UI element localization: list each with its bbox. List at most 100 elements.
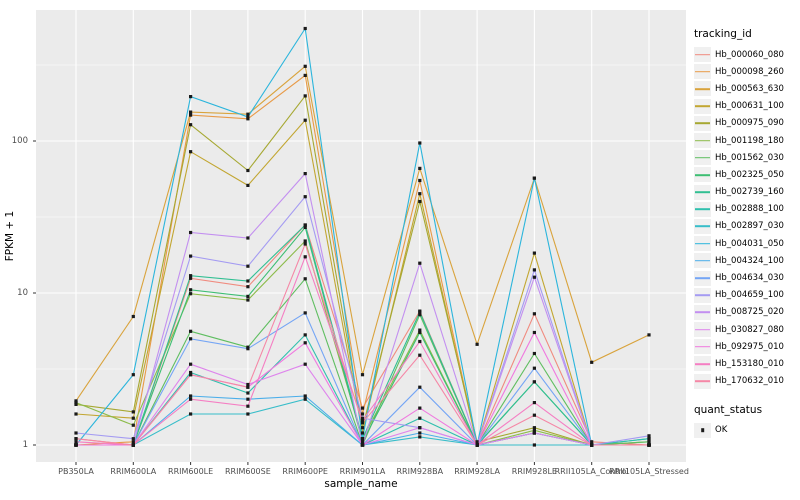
legend-line-key xyxy=(694,133,711,149)
legend-panel: tracking_id Hb_000060_080 Hb_000098_260 Hb… xyxy=(694,28,798,439)
legend-item-label: Hb_002739_160 xyxy=(715,187,784,198)
line-swatch-icon xyxy=(695,156,710,159)
legend-item: Hb_170632_010 xyxy=(694,373,798,390)
x-tick-label: PB350LA xyxy=(58,467,94,476)
legend-item: Hb_004634_030 xyxy=(694,269,798,286)
legend-item-label: Hb_153180_010 xyxy=(715,358,784,369)
legend-item-label: Hb_002897_030 xyxy=(715,221,784,232)
legend-item-label: Hb_002888_100 xyxy=(715,204,784,215)
legend-line-key xyxy=(694,150,711,166)
line-swatch-icon xyxy=(695,174,710,176)
legend-item: Hb_000563_630 xyxy=(694,80,798,97)
tracking-id-legend-list: Hb_000060_080 Hb_000098_260 Hb_000563_630 H… xyxy=(694,46,798,390)
legend-item-label: Hb_000563_630 xyxy=(715,83,784,94)
line-swatch-icon xyxy=(695,122,710,125)
legend-item: Hb_002888_100 xyxy=(694,201,798,218)
line-swatch-icon xyxy=(695,191,710,193)
legend-item: Hb_004659_100 xyxy=(694,287,798,304)
line-swatch-icon xyxy=(695,345,710,348)
legend-title-quant-status: quant_status xyxy=(694,403,763,416)
legend-item-label: Hb_030827_080 xyxy=(715,324,784,335)
legend-item: Hb_001562_030 xyxy=(694,149,798,166)
legend-item: Hb_002739_160 xyxy=(694,184,798,201)
legend-item-ok: OK xyxy=(694,422,798,439)
legend-item: Hb_002897_030 xyxy=(694,218,798,235)
x-tick-label: RRIM928LA xyxy=(454,467,500,476)
y-axis-title: FPKM + 1 xyxy=(4,210,16,262)
legend-item-label: Hb_008725_020 xyxy=(715,307,784,318)
legend-line-key xyxy=(694,322,711,338)
legend-item: Hb_004324_100 xyxy=(694,252,798,269)
y-tick-label: 1 xyxy=(22,440,28,450)
legend-item-label: Hb_170632_010 xyxy=(715,376,784,387)
line-swatch-icon xyxy=(695,70,710,73)
line-swatch-icon xyxy=(695,53,710,56)
legend-line-key xyxy=(694,253,711,269)
legend-item-label: Hb_004324_100 xyxy=(715,255,784,266)
legend-item-label: Hb_092975_010 xyxy=(715,341,784,352)
x-tick-label: RRII105LA_Stressed xyxy=(609,467,689,476)
line-swatch-icon xyxy=(695,105,710,107)
legend-item: Hb_092975_010 xyxy=(694,338,798,355)
legend-item: Hb_001198_180 xyxy=(694,132,798,149)
legend-line-key xyxy=(694,236,711,252)
line-swatch-icon xyxy=(695,363,710,365)
line-swatch-icon xyxy=(695,294,710,297)
legend-item-label: Hb_004634_030 xyxy=(715,273,784,284)
legend-line-key xyxy=(694,201,711,217)
legend-item-label: OK xyxy=(715,425,728,436)
legend-item: Hb_000060_080 xyxy=(694,46,798,63)
line-swatch-icon xyxy=(695,88,710,90)
x-tick-label: RRIM928LE xyxy=(511,467,557,476)
legend-line-key xyxy=(694,81,711,97)
x-tick-label: RRIM600SE xyxy=(225,467,271,476)
legend-item-label: Hb_001562_030 xyxy=(715,152,784,163)
legend-item-label: Hb_002325_050 xyxy=(715,169,784,180)
line-swatch-icon xyxy=(695,277,710,279)
line-swatch-icon xyxy=(695,242,710,245)
legend-line-key xyxy=(694,64,711,80)
legend-line-key xyxy=(694,184,711,200)
legend-item: Hb_000098_260 xyxy=(694,63,798,80)
line-swatch-icon xyxy=(695,311,710,314)
legend-line-key xyxy=(694,98,711,114)
legend-line-key xyxy=(694,287,711,303)
legend-item: Hb_030827_080 xyxy=(694,321,798,338)
x-axis-title: sample_name xyxy=(324,478,398,490)
legend-line-key xyxy=(694,356,711,372)
legend-item-label: Hb_000975_090 xyxy=(715,118,784,129)
legend-line-key xyxy=(694,373,711,389)
legend-item-label: Hb_001198_180 xyxy=(715,135,784,146)
legend-item-label: Hb_000098_260 xyxy=(715,66,784,77)
legend-item-label: Hb_004659_100 xyxy=(715,290,784,301)
x-tick-label: RRIM600LA xyxy=(110,467,157,476)
legend-title-tracking-id: tracking_id xyxy=(694,28,752,40)
legend-item: Hb_153180_010 xyxy=(694,355,798,372)
legend-line-key xyxy=(694,47,711,63)
legend-item: Hb_002325_050 xyxy=(694,166,798,183)
legend-item-label: Hb_000060_080 xyxy=(715,49,784,60)
y-tick-label: 100 xyxy=(11,136,28,146)
legend-item: Hb_000975_090 xyxy=(694,115,798,132)
line-swatch-icon xyxy=(695,328,710,331)
line-swatch-icon xyxy=(695,225,710,228)
legend-item: Hb_004031_050 xyxy=(694,235,798,252)
legend-item: Hb_000631_100 xyxy=(694,98,798,115)
legend-line-key xyxy=(694,339,711,355)
legend-line-key xyxy=(694,304,711,320)
line-swatch-icon xyxy=(695,380,710,382)
legend-item-label: Hb_004031_050 xyxy=(715,238,784,249)
legend-line-key xyxy=(694,115,711,131)
legend-line-key xyxy=(694,270,711,286)
quant-status-legend: quant_status OK xyxy=(694,404,798,439)
legend-line-key xyxy=(694,218,711,234)
ok-point-key xyxy=(694,422,711,438)
line-swatch-icon xyxy=(695,139,710,142)
legend-item: Hb_008725_020 xyxy=(694,304,798,321)
legend-item-label: Hb_000631_100 xyxy=(715,101,784,112)
x-tick-label: RRIM928BA xyxy=(396,467,444,476)
legend-line-key xyxy=(694,167,711,183)
y-tick-label: 10 xyxy=(17,288,28,298)
